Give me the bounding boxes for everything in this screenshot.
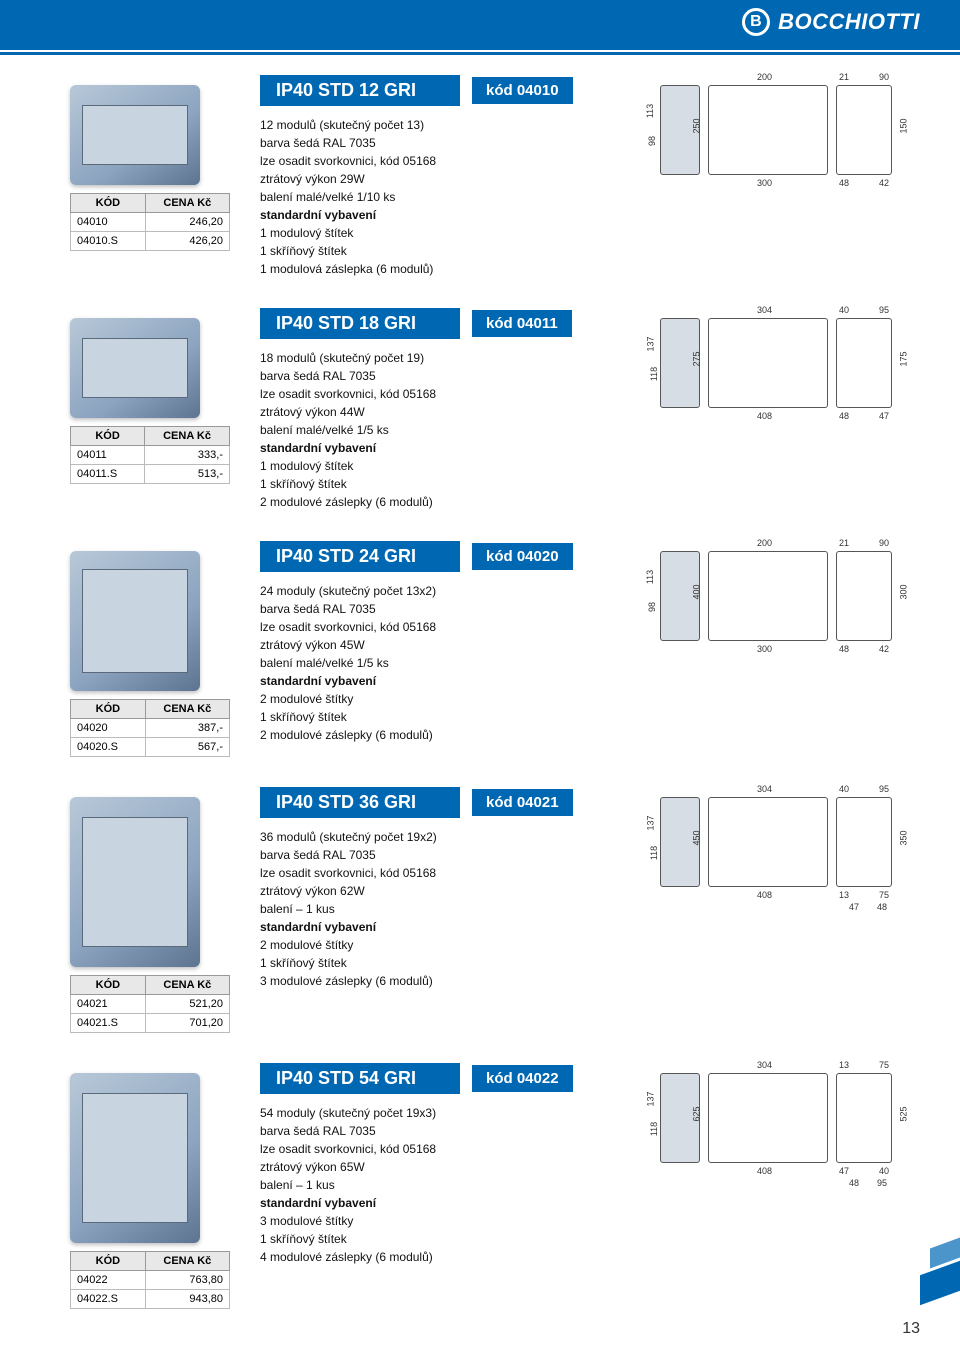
tech-drawing-top: 200400300: [708, 551, 828, 641]
tech-drawing-side: 21901504842: [836, 85, 892, 175]
product-code-badge: kód 04020: [472, 543, 573, 570]
table-row: 04020387,-: [71, 719, 230, 738]
product-thumb: [70, 797, 200, 967]
tech-drawing-top: 304450408: [708, 797, 828, 887]
price-table: KÓDCENA Kč04021521,2004021.S701,20: [70, 975, 230, 1033]
product-row: KÓDCENA Kč04020387,-04020.S567,- IP40 STD…: [60, 541, 920, 757]
cell-code: 04021.S: [71, 1014, 146, 1033]
cell-code: 04022: [71, 1271, 146, 1290]
product-code-badge: kód 04022: [472, 1065, 573, 1092]
th-code: KÓD: [71, 194, 146, 213]
cell-price: 246,20: [145, 213, 229, 232]
table-row: 04022.S943,80: [71, 1290, 230, 1309]
product-thumb: [70, 85, 200, 185]
cell-code: 04010.S: [71, 232, 146, 251]
cell-price: 567,-: [145, 738, 229, 757]
product-row: KÓDCENA Kč04010246,2004010.S426,20 IP40 S…: [60, 75, 920, 278]
price-table: KÓDCENA Kč04011333,-04011.S513,-: [70, 426, 230, 484]
tech-drawing-side: 137552547404895: [836, 1073, 892, 1163]
product-desc: 54 moduly (skutečný počet 19x3)barva šed…: [260, 1104, 640, 1266]
product-code-badge: kód 04021: [472, 789, 573, 816]
std-heading: standardní vybavení: [260, 1194, 640, 1212]
price-table: KÓDCENA Kč04020387,-04020.S567,-: [70, 699, 230, 757]
th-price: CENA Kč: [145, 700, 229, 719]
cell-price: 426,20: [145, 232, 229, 251]
table-row: 04022763,80: [71, 1271, 230, 1290]
product-thumb: [70, 1073, 200, 1243]
cell-code: 04020.S: [71, 738, 146, 757]
brand-text: BOCCHIOTTI: [778, 9, 920, 35]
table-row: 04011.S513,-: [71, 465, 230, 484]
product-desc: 24 moduly (skutečný počet 13x2)barva šed…: [260, 582, 640, 744]
cell-price: 943,80: [145, 1290, 229, 1309]
product-desc: 36 modulů (skutečný počet 19x2)barva šed…: [260, 828, 640, 990]
price-table: KÓDCENA Kč04022763,8004022.S943,80: [70, 1251, 230, 1309]
brand-icon: B: [742, 8, 770, 36]
th-code: KÓD: [71, 976, 146, 995]
cell-price: 387,-: [145, 719, 229, 738]
th-price: CENA Kč: [145, 194, 229, 213]
std-heading: standardní vybavení: [260, 439, 640, 457]
th-price: CENA Kč: [145, 976, 229, 995]
th-code: KÓD: [71, 700, 146, 719]
th-code: KÓD: [71, 427, 145, 446]
product-title: IP40 STD 12 GRI: [260, 75, 460, 106]
cell-code: 04020: [71, 719, 146, 738]
header-bar: B BOCCHIOTTI: [0, 0, 960, 50]
tech-drawing-top: 200250300: [708, 85, 828, 175]
std-heading: standardní vybavení: [260, 206, 640, 224]
page-number: 13: [902, 1320, 920, 1338]
tech-drawing-top: 304275408: [708, 318, 828, 408]
table-row: 04021521,20: [71, 995, 230, 1014]
product-thumb: [70, 318, 200, 418]
product-desc: 12 modulů (skutečný počet 13)barva šedá …: [260, 116, 640, 278]
cell-price: 763,80: [145, 1271, 229, 1290]
cell-price: 701,20: [145, 1014, 229, 1033]
product-thumb: [70, 551, 200, 691]
tech-drawing-side: 21903004842: [836, 551, 892, 641]
std-heading: standardní vybavení: [260, 918, 640, 936]
price-table: KÓDCENA Kč04010246,2004010.S426,20: [70, 193, 230, 251]
th-price: CENA Kč: [145, 1252, 229, 1271]
th-price: CENA Kč: [145, 427, 230, 446]
table-row: 04021.S701,20: [71, 1014, 230, 1033]
cell-code: 04021: [71, 995, 146, 1014]
product-title: IP40 STD 18 GRI: [260, 308, 460, 339]
tech-drawing-side: 40951754847: [836, 318, 892, 408]
cell-price: 513,-: [145, 465, 230, 484]
tech-drawing-top: 304625408: [708, 1073, 828, 1163]
product-code-badge: kód 04010: [472, 77, 573, 104]
cell-price: 521,20: [145, 995, 229, 1014]
product-desc: 18 modulů (skutečný počet 19)barva šedá …: [260, 349, 640, 511]
product-row: KÓDCENA Kč04021521,2004021.S701,20 IP40 S…: [60, 787, 920, 1033]
cell-code: 04011.S: [71, 465, 145, 484]
table-row: 04011333,-: [71, 446, 230, 465]
brand-logo: B BOCCHIOTTI: [742, 8, 920, 36]
product-title: IP40 STD 24 GRI: [260, 541, 460, 572]
product-row: KÓDCENA Kč04011333,-04011.S513,- IP40 STD…: [60, 308, 920, 511]
cell-code: 04010: [71, 213, 146, 232]
table-row: 04020.S567,-: [71, 738, 230, 757]
product-title: IP40 STD 36 GRI: [260, 787, 460, 818]
cell-code: 04022.S: [71, 1290, 146, 1309]
std-heading: standardní vybavení: [260, 672, 640, 690]
tech-drawing-side: 409535013754748: [836, 797, 892, 887]
th-code: KÓD: [71, 1252, 146, 1271]
product-row: KÓDCENA Kč04022763,8004022.S943,80 IP40 S…: [60, 1063, 920, 1309]
product-title: IP40 STD 54 GRI: [260, 1063, 460, 1094]
table-row: 04010246,20: [71, 213, 230, 232]
cell-code: 04011: [71, 446, 145, 465]
product-code-badge: kód 04011: [472, 310, 572, 337]
cell-price: 333,-: [145, 446, 230, 465]
table-row: 04010.S426,20: [71, 232, 230, 251]
